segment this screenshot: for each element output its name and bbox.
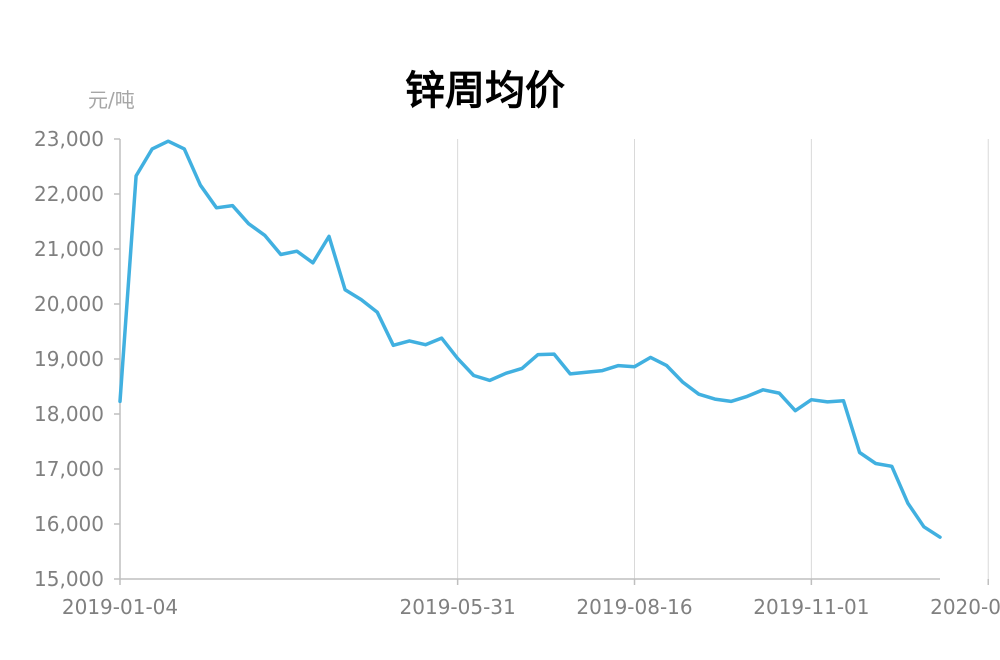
unit-label: 元/吨 (88, 88, 135, 112)
y-tick-label: 17,000 (34, 457, 104, 481)
x-tick-label: 2019-05-31 (400, 595, 516, 619)
y-tick-label: 19,000 (34, 347, 104, 371)
x-tick-label: 2020-01-17 (930, 595, 1000, 619)
chart-title: 锌周均价 (405, 68, 565, 114)
y-tick-label: 20,000 (34, 292, 104, 316)
series-line (118, 139, 942, 539)
y-tick-label: 23,000 (34, 127, 104, 151)
x-tick-label: 2019-01-04 (62, 595, 178, 619)
y-tick-labels: 15,000 16,000 17,000 18,000 19,000 20,000 21,0… (34, 127, 104, 591)
y-tick-label: 15,000 (34, 567, 104, 591)
y-tick-label: 21,000 (34, 237, 104, 261)
x-tick-label: 2019-11-01 (753, 595, 869, 619)
series-layer (118, 139, 942, 539)
axis-layer (114, 138, 989, 585)
y-tick-label: 18,000 (34, 402, 104, 426)
x-tick-label: 2019-08-16 (576, 595, 692, 619)
y-tick-label: 16,000 (34, 512, 104, 536)
x-tick-labels: 2019-01-04 2019-05-31 2019-08-16 2019-11-01… (62, 595, 1000, 619)
grid-layer (457, 139, 989, 579)
y-tick-label: 22,000 (34, 182, 104, 206)
